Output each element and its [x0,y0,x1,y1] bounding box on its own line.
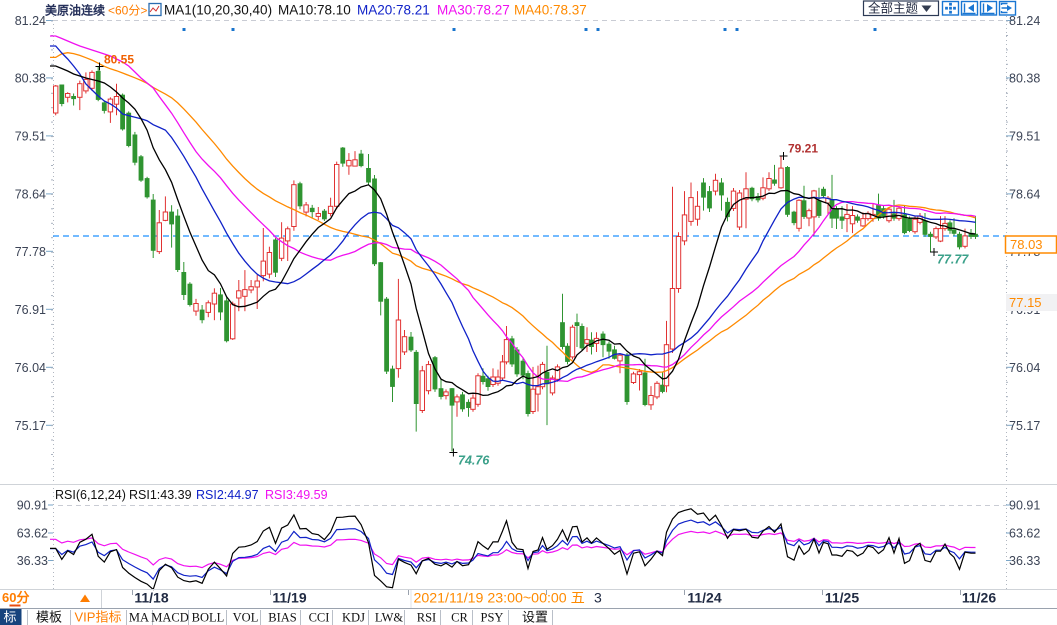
svg-text:MA: MA [129,611,149,625]
svg-text:36.33: 36.33 [17,554,48,568]
svg-text:美原油连续: 美原油连续 [45,3,105,18]
svg-text:LW&: LW& [375,611,404,625]
svg-text:11/25: 11/25 [825,590,859,606]
svg-text:<60分>: <60分> [108,4,147,18]
svg-text:78.64: 78.64 [1009,187,1040,201]
svg-text:KDJ: KDJ [342,611,365,625]
svg-text:90.91: 90.91 [1009,499,1040,513]
svg-text:2021/11/19 23:00~00:00 五: 2021/11/19 23:00~00:00 五 [414,591,585,607]
svg-text:60分: 60分 [2,590,29,605]
svg-text:81.24: 81.24 [15,14,46,28]
svg-text:76.91: 76.91 [15,303,46,317]
svg-text:79.51: 79.51 [15,129,46,143]
svg-text:75.17: 75.17 [15,419,46,433]
svg-text:BOLL: BOLL [192,611,225,625]
svg-text:CR: CR [451,611,468,625]
svg-text:74.76: 74.76 [458,454,490,468]
svg-text:80.55: 80.55 [104,53,134,67]
svg-text:MA40:78.37: MA40:78.37 [514,3,587,18]
svg-text:RSI3:49.59: RSI3:49.59 [265,488,328,502]
svg-text:11/18: 11/18 [134,590,168,606]
svg-text:11/26: 11/26 [962,590,996,606]
svg-text:79.51: 79.51 [1009,129,1040,143]
svg-text:77.78: 77.78 [15,245,46,259]
svg-text:CCI: CCI [309,611,330,625]
svg-text:VOL: VOL [233,611,259,625]
svg-text:79.21: 79.21 [788,142,818,156]
svg-text:RSI2:44.97: RSI2:44.97 [196,488,259,502]
svg-text:MA30:78.27: MA30:78.27 [437,3,510,18]
svg-text:78.64: 78.64 [15,187,46,201]
svg-text:81.24: 81.24 [1009,14,1040,28]
svg-text:模板: 模板 [36,610,62,625]
svg-text:VIP指标: VIP指标 [75,610,122,625]
svg-text:80.38: 80.38 [15,71,46,85]
svg-text:3: 3 [594,590,602,606]
svg-text:11/24: 11/24 [687,590,721,606]
svg-text:标: 标 [3,610,16,625]
svg-text:PSY: PSY [481,611,504,625]
svg-text:11/19: 11/19 [272,590,306,606]
svg-text:MA1(10,20,30,40): MA1(10,20,30,40) [164,3,272,18]
svg-text:BIAS: BIAS [268,611,297,625]
svg-text:80.38: 80.38 [1009,71,1040,85]
svg-text:76.04: 76.04 [1009,361,1040,375]
svg-text:63.62: 63.62 [1009,527,1040,541]
svg-text:76.04: 76.04 [15,361,46,375]
svg-text:77.15: 77.15 [1009,295,1042,310]
svg-text:MA10:78.10: MA10:78.10 [278,3,351,18]
svg-text:RSI1:43.39: RSI1:43.39 [129,488,192,502]
svg-text:设置: 设置 [522,610,548,625]
svg-text:RSI(6,12,24): RSI(6,12,24) [55,488,126,502]
svg-text:75.17: 75.17 [1009,419,1040,433]
svg-text:63.62: 63.62 [17,527,48,541]
svg-text:MACD: MACD [151,611,189,625]
svg-text:MA20:78.21: MA20:78.21 [357,3,430,18]
svg-text:RSI: RSI [417,611,436,625]
svg-text:36.33: 36.33 [1009,554,1040,568]
svg-text:全部主题: 全部主题 [868,1,919,16]
svg-text:78.03: 78.03 [1010,237,1043,252]
svg-text:90.91: 90.91 [17,499,48,513]
svg-text:77.77: 77.77 [937,253,969,267]
